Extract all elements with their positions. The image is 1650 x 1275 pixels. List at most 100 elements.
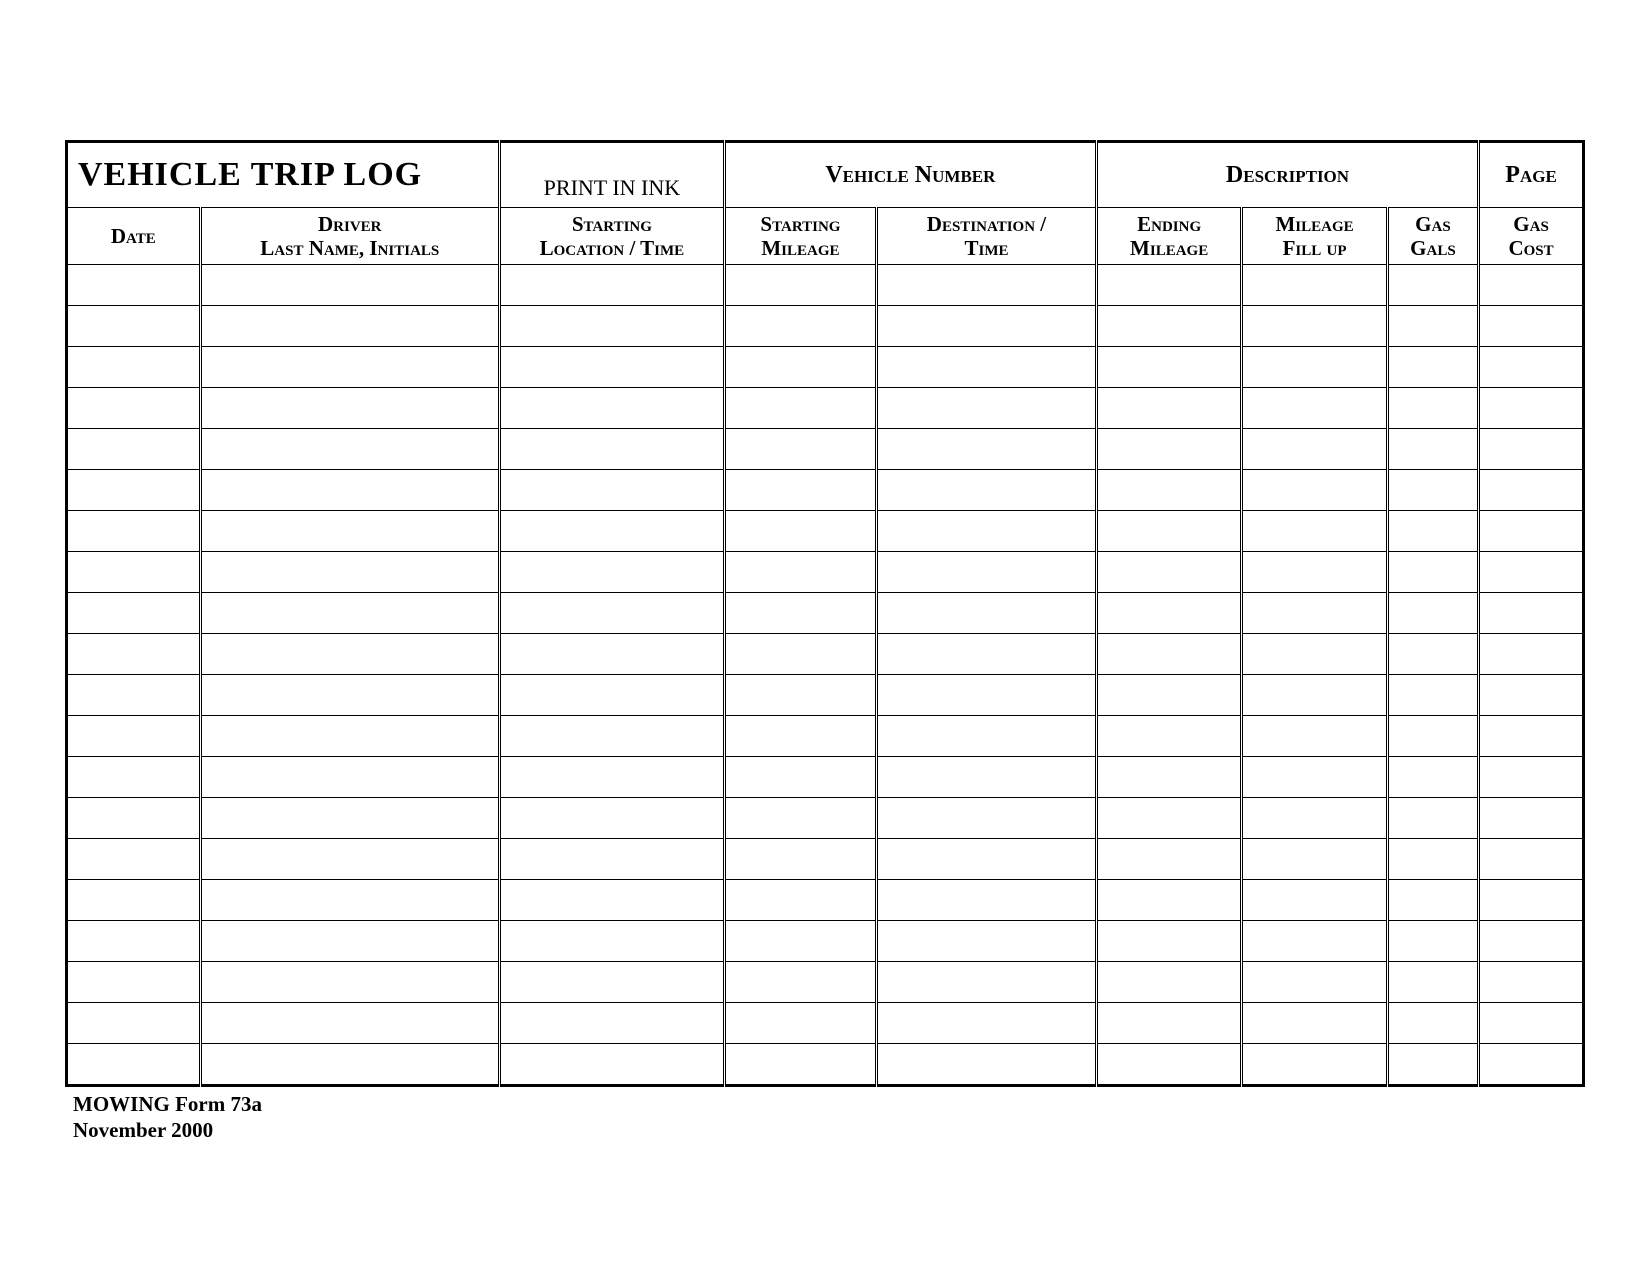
table-cell[interactable] <box>200 347 499 388</box>
table-cell[interactable] <box>877 675 1097 716</box>
table-cell[interactable] <box>1242 880 1387 921</box>
table-cell[interactable] <box>724 921 876 962</box>
table-cell[interactable] <box>1479 347 1584 388</box>
table-cell[interactable] <box>877 757 1097 798</box>
table-cell[interactable] <box>1479 798 1584 839</box>
table-cell[interactable] <box>200 839 499 880</box>
table-cell[interactable] <box>877 347 1097 388</box>
table-cell[interactable] <box>1242 798 1387 839</box>
table-cell[interactable] <box>499 306 724 347</box>
table-cell[interactable] <box>724 798 876 839</box>
table-cell[interactable] <box>67 552 201 593</box>
table-cell[interactable] <box>877 839 1097 880</box>
table-cell[interactable] <box>1242 470 1387 511</box>
table-cell[interactable] <box>67 921 201 962</box>
table-cell[interactable] <box>1096 265 1241 306</box>
table-cell[interactable] <box>200 1003 499 1044</box>
table-cell[interactable] <box>1096 593 1241 634</box>
table-cell[interactable] <box>67 1044 201 1086</box>
table-cell[interactable] <box>1479 511 1584 552</box>
table-cell[interactable] <box>1096 716 1241 757</box>
table-cell[interactable] <box>1096 921 1241 962</box>
table-cell[interactable] <box>200 470 499 511</box>
table-cell[interactable] <box>1387 880 1478 921</box>
table-cell[interactable] <box>877 470 1097 511</box>
table-cell[interactable] <box>67 306 201 347</box>
table-cell[interactable] <box>1096 347 1241 388</box>
table-cell[interactable] <box>499 880 724 921</box>
table-cell[interactable] <box>1387 388 1478 429</box>
table-cell[interactable] <box>724 429 876 470</box>
table-cell[interactable] <box>67 716 201 757</box>
table-cell[interactable] <box>1242 921 1387 962</box>
table-cell[interactable] <box>1096 839 1241 880</box>
table-cell[interactable] <box>1096 306 1241 347</box>
table-cell[interactable] <box>877 511 1097 552</box>
table-cell[interactable] <box>67 798 201 839</box>
table-cell[interactable] <box>877 388 1097 429</box>
table-cell[interactable] <box>1387 429 1478 470</box>
table-cell[interactable] <box>499 593 724 634</box>
table-cell[interactable] <box>1479 265 1584 306</box>
table-cell[interactable] <box>67 429 201 470</box>
table-cell[interactable] <box>1479 593 1584 634</box>
table-cell[interactable] <box>1096 388 1241 429</box>
table-cell[interactable] <box>200 265 499 306</box>
table-cell[interactable] <box>724 839 876 880</box>
table-cell[interactable] <box>67 470 201 511</box>
table-cell[interactable] <box>724 347 876 388</box>
table-cell[interactable] <box>1242 593 1387 634</box>
table-cell[interactable] <box>724 593 876 634</box>
table-cell[interactable] <box>1479 552 1584 593</box>
table-cell[interactable] <box>499 265 724 306</box>
table-cell[interactable] <box>499 716 724 757</box>
table-cell[interactable] <box>200 880 499 921</box>
table-cell[interactable] <box>1479 880 1584 921</box>
table-cell[interactable] <box>499 839 724 880</box>
table-cell[interactable] <box>499 757 724 798</box>
table-cell[interactable] <box>1096 470 1241 511</box>
table-cell[interactable] <box>499 511 724 552</box>
table-cell[interactable] <box>877 634 1097 675</box>
table-cell[interactable] <box>200 552 499 593</box>
table-cell[interactable] <box>877 716 1097 757</box>
table-cell[interactable] <box>1096 1044 1241 1086</box>
table-cell[interactable] <box>499 1044 724 1086</box>
table-cell[interactable] <box>1479 306 1584 347</box>
table-cell[interactable] <box>724 880 876 921</box>
table-cell[interactable] <box>724 265 876 306</box>
table-cell[interactable] <box>724 552 876 593</box>
table-cell[interactable] <box>877 429 1097 470</box>
table-cell[interactable] <box>1479 716 1584 757</box>
table-cell[interactable] <box>1387 470 1478 511</box>
table-cell[interactable] <box>499 634 724 675</box>
table-cell[interactable] <box>200 306 499 347</box>
table-cell[interactable] <box>1387 1003 1478 1044</box>
table-cell[interactable] <box>1479 757 1584 798</box>
table-cell[interactable] <box>499 921 724 962</box>
table-cell[interactable] <box>67 593 201 634</box>
table-cell[interactable] <box>67 757 201 798</box>
table-cell[interactable] <box>724 757 876 798</box>
table-cell[interactable] <box>499 388 724 429</box>
table-cell[interactable] <box>499 552 724 593</box>
table-cell[interactable] <box>1242 388 1387 429</box>
table-cell[interactable] <box>1387 552 1478 593</box>
table-cell[interactable] <box>1387 306 1478 347</box>
table-cell[interactable] <box>724 962 876 1003</box>
table-cell[interactable] <box>67 634 201 675</box>
table-cell[interactable] <box>1096 880 1241 921</box>
table-cell[interactable] <box>1387 675 1478 716</box>
table-cell[interactable] <box>1387 921 1478 962</box>
table-cell[interactable] <box>1479 634 1584 675</box>
table-cell[interactable] <box>67 880 201 921</box>
table-cell[interactable] <box>67 388 201 429</box>
table-cell[interactable] <box>724 1044 876 1086</box>
table-cell[interactable] <box>724 388 876 429</box>
table-cell[interactable] <box>67 265 201 306</box>
table-cell[interactable] <box>724 470 876 511</box>
table-cell[interactable] <box>877 798 1097 839</box>
table-cell[interactable] <box>1242 552 1387 593</box>
table-cell[interactable] <box>1387 593 1478 634</box>
table-cell[interactable] <box>1479 1044 1584 1086</box>
